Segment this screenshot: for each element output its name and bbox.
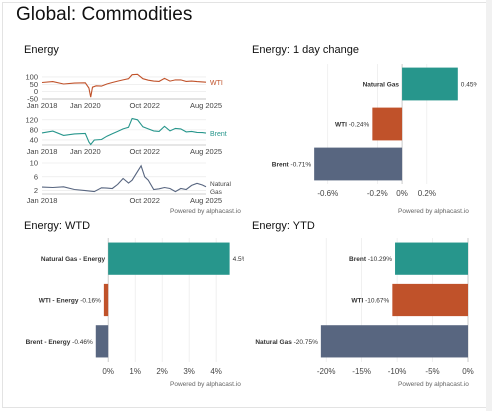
x-tick-label: Oct 2022: [130, 101, 160, 110]
x-tick-label: Oct 2022: [130, 147, 160, 156]
series-label-part: Gas: [210, 189, 223, 196]
x-tick-label: 1%: [129, 367, 141, 376]
panel-title: Energy: 1 day change: [252, 44, 360, 56]
powered-by: Powered by alphacast.io: [398, 208, 469, 215]
x-tick-label: Jan 2020: [70, 147, 101, 156]
bar-category-and-value-label: Natural Gas -20.75%: [255, 339, 318, 346]
x-tick-label: Jan 2020: [70, 101, 101, 110]
x-tick-label: Aug 2025: [190, 196, 222, 205]
energy-panel: Energy 100 50 0 -50 Jan 2018 Jan 2020 Oct 2022…: [24, 44, 241, 219]
bar-category-and-value-label: WTI -0.24%: [335, 122, 370, 129]
bar: [392, 283, 468, 317]
bar-category-and-value-label: Brent -10.29%: [349, 256, 392, 263]
bar: [314, 147, 403, 181]
scrollbar[interactable]: [486, 0, 492, 411]
powered-by: Powered by alphacast.io: [170, 208, 241, 215]
x-tick-label: Aug 2025: [190, 101, 222, 110]
x-tick-label: -0.6%: [317, 189, 338, 198]
bar: [372, 107, 403, 141]
series-line: [41, 117, 207, 146]
x-tick-label: 4%: [210, 367, 222, 376]
x-tick-label: -0.2%: [367, 189, 388, 198]
y-tick-label: -50: [27, 95, 38, 104]
one-day-bar-chart: -0.6% -0.2% 0% 0.2% Natural Gas 0.45% WTI -0.2…: [272, 64, 477, 198]
bar: [320, 325, 468, 358]
y-tick-label: 120: [25, 115, 38, 124]
ytd-panel: Energy: YTD -20% -15% -10% -5% 0% Brent -10.2…: [252, 220, 477, 392]
series-line: [41, 73, 207, 98]
bar: [103, 283, 109, 317]
y-tick-label: 0: [34, 87, 38, 96]
bar-category-and-value-label: Brent -0.71%: [272, 162, 312, 169]
bar-value-label: 4.5%: [233, 256, 244, 263]
powered-by: Powered by alphacast.io: [170, 381, 241, 388]
y-tick-label: 40: [30, 135, 38, 144]
y-tick-label: 6: [34, 172, 38, 181]
x-tick-label: 3%: [183, 367, 195, 376]
series-line: [41, 164, 207, 193]
bar: [108, 242, 230, 275]
x-tick-label: 0%: [102, 367, 114, 376]
x-tick-label: Oct 2022: [130, 196, 160, 205]
bar-value-label: 0.45%: [461, 82, 477, 89]
x-tick-label: -5%: [425, 367, 439, 376]
one-day-panel: Energy: 1 day change -0.6% -0.2% 0% 0.2% Nat…: [252, 44, 477, 219]
x-tick-label: 0%: [462, 367, 474, 376]
bar-category-label: Natural Gas - Energy: [41, 256, 106, 263]
series-label: Brent: [210, 131, 227, 138]
x-tick-label: 0.2%: [418, 189, 436, 198]
x-tick-label: -20%: [317, 367, 336, 376]
bar: [402, 67, 458, 101]
x-tick-label: Jan 2018: [27, 196, 58, 205]
y-tick-label: 2: [34, 186, 38, 195]
bar-category-and-value-label: WTI - Energy -0.16%: [39, 298, 101, 305]
bar-category-and-value-label: Brent - Energy -0.46%: [26, 339, 93, 346]
ytd-bar-chart: -20% -15% -10% -5% 0% Brent -10.29% WTI -10.67…: [255, 238, 474, 376]
panel-title: Energy: YTD: [252, 220, 315, 232]
series-label: WTI: [210, 80, 223, 87]
powered-by: Powered by alphacast.io: [398, 381, 469, 388]
x-tick-label: Jan 2018: [27, 147, 58, 156]
x-tick-label: 2%: [156, 367, 168, 376]
wtd-panel: Energy: WTD 0% 1% 2% 3% 4% Natural Gas - Ener…: [24, 220, 244, 392]
panel-title: Energy: [24, 44, 59, 56]
x-tick-label: 0%: [396, 189, 408, 198]
wtd-bar-chart: 0% 1% 2% 3% 4% Natural Gas - Energy 4.5% WTI - …: [26, 238, 244, 376]
bar: [95, 325, 109, 358]
page-title: Global: Commodities: [16, 4, 193, 25]
x-tick-label: Jan 2018: [27, 101, 58, 110]
x-tick-label: -10%: [388, 367, 407, 376]
y-tick-label: 50: [30, 80, 38, 89]
x-tick-label: -15%: [352, 367, 371, 376]
bar-category-and-value-label: WTI -10.67%: [351, 298, 389, 305]
y-tick-label: 100: [25, 72, 38, 81]
y-tick-label: 10: [30, 159, 38, 168]
series-label-part: Natural: [210, 181, 232, 188]
panel-title: Energy: WTD: [24, 220, 91, 232]
bar: [395, 242, 468, 275]
y-tick-label: 80: [30, 125, 38, 134]
x-tick-label: Aug 2025: [190, 147, 222, 156]
bar-category-label: Natural Gas: [363, 82, 400, 89]
